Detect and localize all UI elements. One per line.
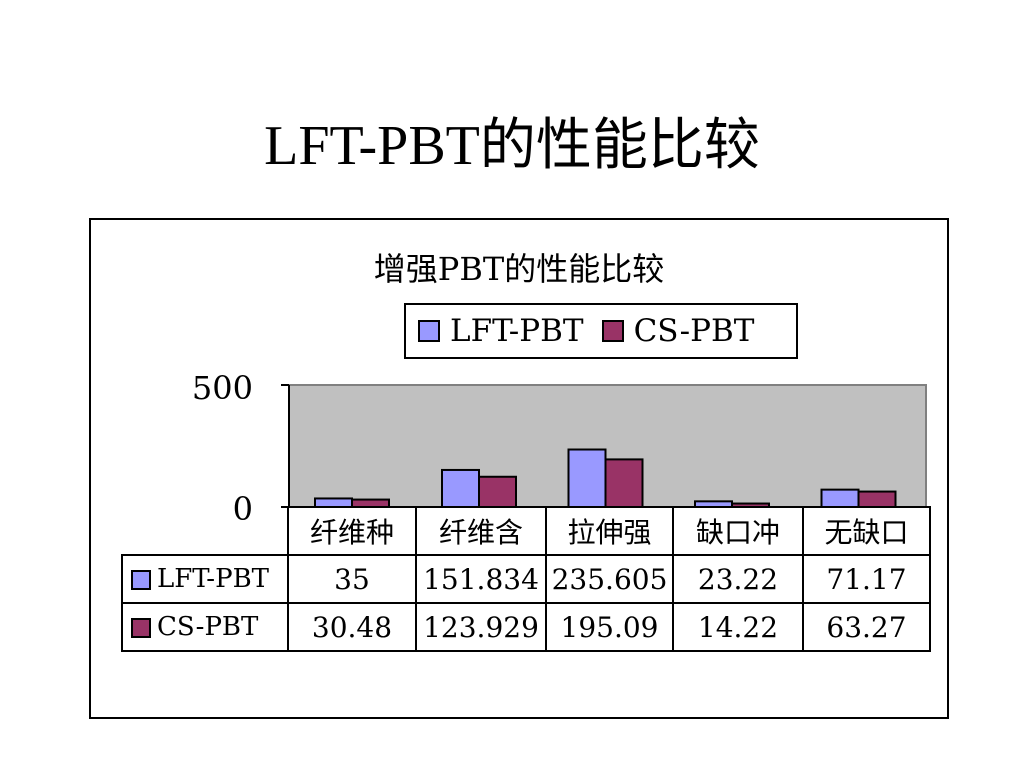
legend: LFT-PBT CS-PBT [404,303,798,359]
bar-lft-pbt [441,468,480,508]
table-cell: 235.605 [545,554,674,604]
table-row-header: LFT-PBT [121,554,289,604]
table-cell: 35 [287,554,417,604]
table-row-header: CS-PBT [121,602,289,652]
bar-lft-pbt [567,448,607,508]
table-swatch-lft-pbt [131,570,151,590]
bar-cs-pbt [478,475,517,508]
table-row: LFT-PBT 35 151.834 235.605 23.22 71.17 [121,554,931,604]
table-series-name: LFT-PBT [157,564,270,594]
y-tick-label-min: 0 [232,490,253,528]
table-cell: 14.22 [672,602,804,652]
table-category: 缺口冲 [672,506,804,556]
table-category: 纤维含 [415,506,547,556]
y-tick-label-max: 500 [191,369,253,407]
legend-swatch-lft-pbt [418,320,440,342]
slide-title: LFT-PBT的性能比较 [264,115,760,177]
table-cell: 23.22 [672,554,804,604]
bar-cs-pbt [857,490,897,509]
table-cell: 195.09 [545,602,674,652]
bar-lft-pbt [820,488,860,509]
table-cell: 63.27 [802,602,931,652]
chart-frame: 增强PBT的性能比较 LFT-PBT CS-PBT 500 0 纤维种 纤维含 … [89,218,949,719]
chart-title: 增强PBT的性能比较 [373,250,665,288]
legend-item-lft-pbt: LFT-PBT [418,313,584,349]
table-category: 无缺口 [802,506,931,556]
table-category: 纤维种 [287,506,417,556]
data-table: 纤维种 纤维含 拉伸强 缺口冲 无缺口 LFT-PBT 35 151.834 2… [121,506,931,652]
table-cell: 151.834 [415,554,547,604]
bar-cs-pbt [604,458,644,508]
table-cell: 123.929 [415,602,547,652]
table-series-name: CS-PBT [157,612,259,642]
table-cell: 71.17 [802,554,931,604]
plot-area [281,384,927,509]
legend-swatch-cs-pbt [601,320,624,342]
table-row: CS-PBT 30.48 123.929 195.09 14.22 63.27 [121,602,931,652]
legend-label-cs-pbt: CS-PBT [633,313,755,349]
legend-item-cs-pbt: CS-PBT [601,313,755,349]
table-category: 拉伸强 [545,506,674,556]
legend-label-lft-pbt: LFT-PBT [450,313,584,349]
table-swatch-cs-pbt [131,618,151,638]
table-corner [122,507,288,555]
table-header-row: 纤维种 纤维含 拉伸强 缺口冲 无缺口 [122,506,931,556]
table-cell: 30.48 [287,602,417,652]
